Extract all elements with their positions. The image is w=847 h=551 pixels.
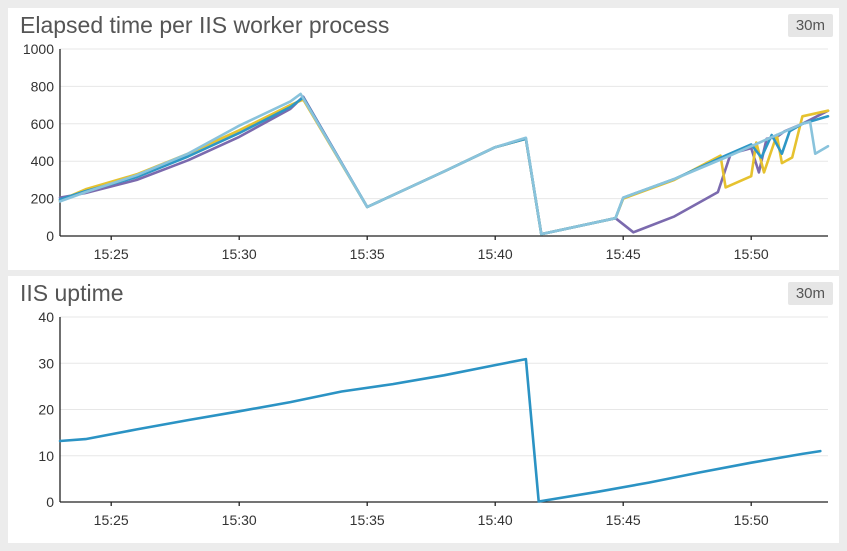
x-tick-label: 15:30 xyxy=(222,512,257,528)
series-line-2[interactable] xyxy=(58,98,830,236)
y-tick-label: 200 xyxy=(31,191,55,207)
panel-title: Elapsed time per IIS worker process xyxy=(20,12,390,38)
x-tick-label: 15:50 xyxy=(734,512,769,528)
iis-uptime-chart: 0 10 20 30 40 15:25 15:30 15:35 15:40 15:45 15:50 xyxy=(38,309,828,528)
y-tick-label: 20 xyxy=(38,402,54,418)
elapsed-time-chart: 0 200 400 600 800 1000 15:25 15:30 15:35 15:40 15:… xyxy=(23,41,830,262)
series-line-1[interactable] xyxy=(58,357,822,503)
x-tick-label: 15:50 xyxy=(734,246,769,262)
y-tick-label: 600 xyxy=(31,116,55,132)
y-tick-label: 30 xyxy=(38,355,54,371)
x-tick-label: 15:40 xyxy=(478,512,513,528)
elapsed-time-panel: Elapsed time per IIS worker process 30m … xyxy=(8,8,839,270)
y-tick-label: 10 xyxy=(38,448,54,464)
y-tick-label: 0 xyxy=(46,494,54,510)
series-line-1[interactable] xyxy=(58,95,830,236)
x-tick-label: 15:25 xyxy=(94,246,129,262)
x-tick-label: 15:45 xyxy=(606,512,641,528)
x-tick-label: 15:40 xyxy=(478,246,513,262)
y-tick-label: 400 xyxy=(31,153,55,169)
x-tick-label: 15:30 xyxy=(222,246,257,262)
x-tick-label: 15:45 xyxy=(606,246,641,262)
x-tick-label: 15:25 xyxy=(94,512,129,528)
time-range-badge[interactable]: 30m xyxy=(787,14,833,37)
y-tick-label: 1000 xyxy=(23,41,54,57)
x-tick-label: 15:35 xyxy=(350,512,385,528)
x-tick-label: 15:35 xyxy=(350,246,385,262)
panel-title: IIS uptime xyxy=(20,280,124,306)
y-tick-label: 800 xyxy=(31,78,55,94)
series-line-4[interactable] xyxy=(58,92,830,236)
y-tick-label: 40 xyxy=(38,309,54,325)
time-range-badge[interactable]: 30m xyxy=(787,282,833,305)
y-tick-label: 0 xyxy=(46,228,54,244)
iis-uptime-panel: IIS uptime 30m 0 10 20 30 40 15:25 15:30 15:35 1… xyxy=(8,276,839,543)
